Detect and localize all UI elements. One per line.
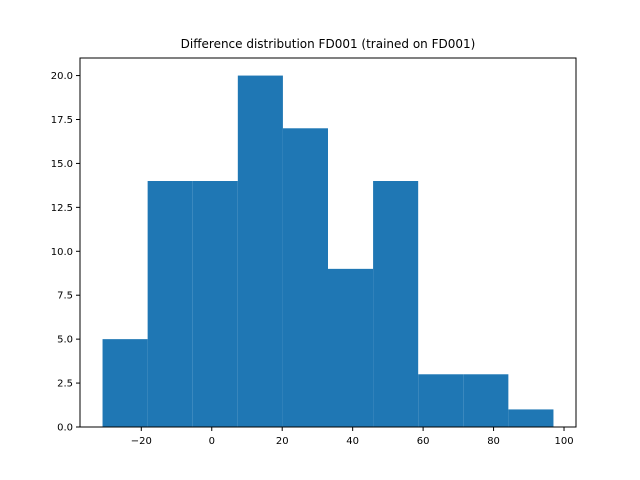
y-tick-label: 0.0 xyxy=(57,423,73,434)
y-tick-label: 10.0 xyxy=(51,247,73,258)
y-axis: 0.0 2.5 5.0 7.5 10.0 12.5 15.0 17.5 20.0 xyxy=(51,71,80,434)
histogram-bar-9 xyxy=(508,409,554,427)
y-tick-label: 20.0 xyxy=(51,71,73,82)
histogram-bar-8 xyxy=(463,374,509,427)
y-tick-label: 15.0 xyxy=(51,159,73,170)
histogram-bar-5 xyxy=(328,268,374,427)
x-axis: −20 0 20 40 60 80 100 xyxy=(131,427,574,447)
plot-frame xyxy=(79,57,577,428)
histogram-bar-2 xyxy=(192,181,238,427)
chart-title: Difference distribution FD001 (trained o… xyxy=(181,37,476,51)
y-tick-label: 2.5 xyxy=(57,379,73,390)
y-tick-label: 7.5 xyxy=(57,291,73,302)
x-tick-label: 100 xyxy=(554,436,573,447)
histogram-bar-1 xyxy=(147,181,193,427)
histogram-bar-0 xyxy=(102,339,148,427)
x-tick-label: 80 xyxy=(487,436,500,447)
x-tick-label: 0 xyxy=(209,436,215,447)
y-tick-label: 17.5 xyxy=(51,115,73,126)
y-tick-label: 12.5 xyxy=(51,203,73,214)
histogram-bar-7 xyxy=(418,374,464,427)
bars-group xyxy=(102,75,554,428)
histogram-bar-6 xyxy=(373,181,419,427)
x-tick-label: 60 xyxy=(417,436,430,447)
x-tick-label: −20 xyxy=(131,436,152,447)
histogram-bar-4 xyxy=(282,128,328,428)
x-tick-label: 40 xyxy=(346,436,359,447)
y-tick-label: 5.0 xyxy=(57,335,73,346)
histogram-bar-3 xyxy=(237,75,283,428)
x-tick-label: 20 xyxy=(276,436,289,447)
